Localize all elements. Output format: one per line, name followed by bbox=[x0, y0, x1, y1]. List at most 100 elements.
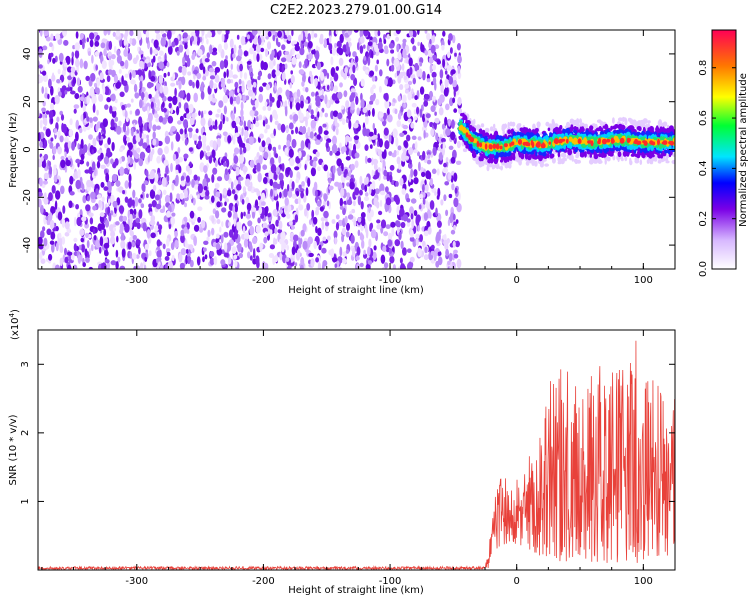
spectrogram-noise-cell bbox=[49, 240, 55, 245]
spectrogram-noise-cell bbox=[375, 98, 380, 106]
spectrogram-noise-cell bbox=[277, 123, 282, 131]
spectrogram-noise-cell bbox=[157, 98, 160, 109]
spectrogram-noise-cell bbox=[342, 257, 348, 265]
spectrogram-noise-cell bbox=[357, 195, 362, 206]
spectrogram-noise-cell bbox=[316, 61, 322, 70]
spectrogram-noise-cell bbox=[94, 51, 100, 57]
spectrogram-noise-cell bbox=[383, 127, 389, 136]
spectrogram-noise-cell bbox=[339, 246, 343, 257]
spectrogram-noise-cell bbox=[78, 244, 82, 250]
spectrogram-noise-cell bbox=[425, 113, 431, 119]
spectrogram-noise-cell bbox=[152, 124, 157, 132]
spectrogram-noise-cell bbox=[413, 169, 418, 177]
spectrogram-noise-cell bbox=[230, 181, 234, 190]
spectrogram-noise-cell bbox=[389, 255, 395, 264]
spectrogram-noise-cell bbox=[357, 217, 362, 223]
spectrogram-noise-cell bbox=[274, 153, 279, 159]
spectrogram-noise-cell bbox=[328, 35, 332, 44]
spectrogram-noise-cell bbox=[126, 103, 131, 108]
spectrogram-noise-cell bbox=[258, 114, 263, 121]
spectrogram-noise-cell bbox=[246, 202, 252, 212]
spectrogram-noise-cell bbox=[122, 80, 128, 87]
spectrogram-noise-cell bbox=[238, 154, 245, 164]
spectrogram-noise-cell bbox=[443, 194, 447, 202]
spectrogram-noise-cell bbox=[364, 144, 369, 152]
spectrogram-noise-cell bbox=[380, 219, 387, 229]
spectrogram-noise-cell bbox=[124, 73, 129, 78]
spectrogram-noise-cell bbox=[203, 247, 207, 252]
spectrogram-noise-cell bbox=[430, 44, 436, 54]
spectrogram-noise-cell bbox=[268, 60, 274, 70]
spectrogram-noise-cell bbox=[165, 114, 169, 120]
spectrogram-noise-cell bbox=[196, 72, 202, 80]
spectrogram-noise-cell bbox=[330, 56, 334, 66]
spectrogram-noise-cell bbox=[354, 187, 360, 196]
spectrogram-noise-cell bbox=[317, 227, 322, 236]
spectrogram-noise-cell bbox=[137, 30, 142, 41]
spectrogram-noise-cell bbox=[198, 135, 202, 141]
spectrogram-noise-cell bbox=[127, 52, 133, 61]
spectrogram-noise-cell bbox=[137, 46, 140, 52]
spectrogram-noise-cell bbox=[404, 83, 410, 89]
spectrogram-noise-cell bbox=[236, 184, 242, 191]
spectrogram-signal-cell bbox=[569, 118, 575, 124]
spectrogram-noise-cell bbox=[195, 128, 199, 134]
spectrogram-noise-cell bbox=[40, 204, 44, 215]
spectrogram-noise-cell bbox=[54, 264, 61, 269]
spectrogram-noise-cell bbox=[341, 227, 346, 236]
spectrogram-noise-cell bbox=[296, 89, 301, 98]
spectrogram-noise-cell bbox=[412, 45, 417, 52]
spectrogram-noise-cell bbox=[265, 263, 269, 269]
spectrogram-noise-cell bbox=[258, 206, 263, 215]
spectrogram-noise-cell bbox=[129, 37, 133, 45]
spectrogram-noise-cell bbox=[260, 47, 265, 53]
spectrogram-noise-cell bbox=[291, 138, 297, 149]
spectrogram-noise-cell bbox=[443, 239, 449, 247]
spectrogram-signal-cell bbox=[484, 127, 490, 133]
spectrogram-noise-cell bbox=[372, 92, 376, 100]
spectrogram-noise-cell bbox=[165, 165, 169, 175]
spectrogram-noise-cell bbox=[164, 256, 170, 261]
spectrogram-noise-cell bbox=[256, 190, 261, 197]
spectrogram-noise-cell bbox=[379, 190, 386, 196]
spectrogram-noise-cell bbox=[408, 57, 413, 67]
spectrogram-noise-cell bbox=[75, 131, 79, 142]
spectrogram-noise-cell bbox=[170, 242, 175, 251]
spectrogram-noise-cell bbox=[277, 94, 282, 102]
spectrogram-noise-cell bbox=[140, 194, 143, 199]
spectrogram-noise-cell bbox=[147, 155, 150, 163]
spectrogram-noise-cell bbox=[407, 91, 412, 101]
spectrogram-noise-cell bbox=[106, 30, 111, 36]
spectrogram-noise-cell bbox=[167, 260, 173, 269]
spectrogram-noise-cell bbox=[323, 37, 327, 48]
spectrogram-noise-cell bbox=[193, 224, 200, 232]
spectrogram-signal-cell bbox=[555, 129, 561, 135]
spectrogram-noise-cell bbox=[188, 218, 192, 223]
spectrogram-noise-cell bbox=[243, 238, 249, 248]
spectrogram-noise-cell bbox=[194, 30, 200, 37]
spectrogram-noise-cell bbox=[206, 52, 210, 59]
spectrogram-noise-cell bbox=[234, 202, 238, 212]
spectrogram-noise-cell bbox=[294, 214, 299, 223]
spectrogram-noise-cell bbox=[92, 103, 96, 113]
spectrogram-noise-cell bbox=[228, 177, 232, 184]
spectrogram-signal-cell bbox=[495, 163, 500, 170]
spectrogram-noise-cell bbox=[434, 44, 440, 49]
spectrogram-noise-cell bbox=[175, 174, 179, 185]
spectrogram-noise-cell bbox=[149, 46, 153, 55]
spectrogram-noise-cell bbox=[423, 230, 429, 237]
spectrogram-noise-cell bbox=[350, 74, 356, 81]
spectrogram-noise-cell bbox=[345, 156, 351, 161]
spectrogram-noise-cell bbox=[264, 101, 268, 107]
spectrogram-noise-cell bbox=[130, 98, 134, 103]
spectrogram-noise-cell bbox=[118, 205, 125, 214]
spectrogram-noise-cell bbox=[135, 133, 141, 143]
spectrogram-noise-cell bbox=[54, 33, 61, 41]
spectrogram-noise-cell bbox=[61, 218, 66, 228]
spectrogram-noise-cell bbox=[319, 206, 324, 212]
spectrogram-noise-cell bbox=[408, 147, 414, 156]
spectrogram-signal-cell bbox=[665, 154, 670, 158]
spectrogram-noise-cell bbox=[178, 102, 182, 109]
spectrogram-noise-cell bbox=[262, 119, 266, 127]
spectrogram-noise-cell bbox=[88, 212, 94, 218]
